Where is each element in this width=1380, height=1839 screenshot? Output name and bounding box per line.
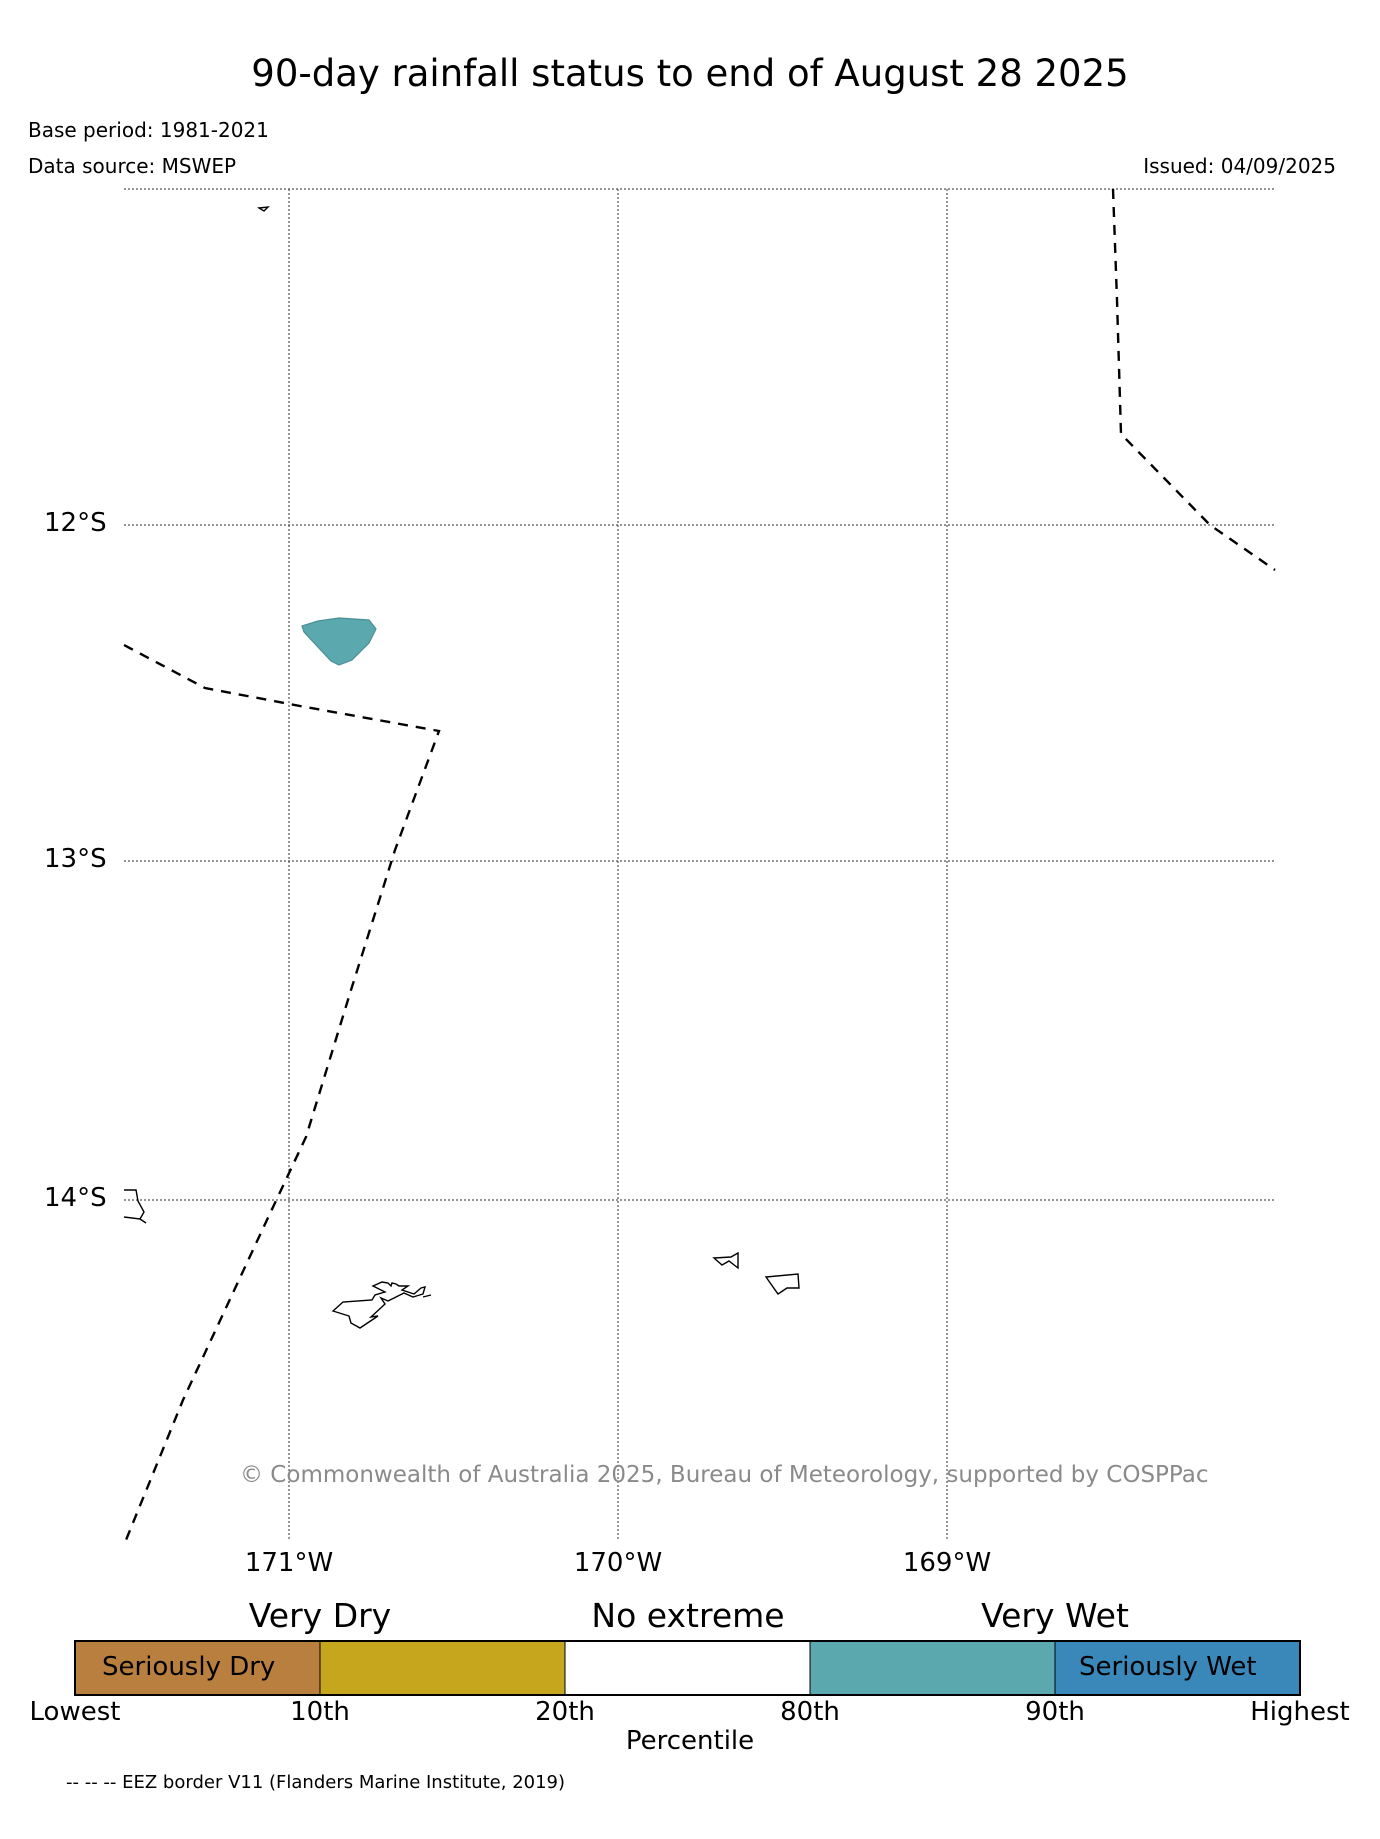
band-label-seriously-dry: Seriously Dry (102, 1652, 276, 1682)
tick-20th: 20th (535, 1697, 595, 1727)
island-north (256, 206, 270, 212)
band-no-extreme (565, 1641, 810, 1695)
issued-date: Issued: 04/09/2025 (1143, 154, 1336, 178)
percentile-axis-label: Percentile (625, 1726, 755, 1756)
colorbar-frame (74, 1640, 1301, 1696)
copyright-notice: © Commonwealth of Australia 2025, Bureau… (240, 1462, 1209, 1488)
lon-label-169w: 169°W (902, 1548, 992, 1578)
island-upolu (331, 1281, 427, 1329)
band-dividers (319, 1641, 1056, 1695)
band-seriously-wet (1055, 1641, 1300, 1695)
band-seriously-dry (75, 1641, 320, 1695)
lat-label-13s: 13°S (44, 844, 107, 874)
tick-10th: 10th (290, 1697, 350, 1727)
data-source: Data source: MSWEP (28, 154, 237, 178)
band-label-seriously-wet: Seriously Wet (1079, 1652, 1257, 1682)
tick-lowest: Lowest (29, 1697, 121, 1727)
very-wet-area (301, 617, 377, 666)
graticule (124, 188, 1275, 1540)
lon-label-170w: 170°W (573, 1548, 663, 1578)
island-tau (764, 1273, 800, 1295)
base-period: Base period: 1981-2021 (28, 118, 269, 142)
lat-label-14s: 14°S (44, 1183, 107, 1213)
lon-label-171w: 171°W (244, 1548, 334, 1578)
category-no-extreme: No extreme (591, 1596, 785, 1635)
band-very-dry (320, 1641, 565, 1695)
island-ofu-olosega (712, 1251, 739, 1270)
island-upolu-tip (422, 1294, 432, 1298)
eez-border-west (123, 643, 441, 1541)
island-west-edge-tip (139, 1218, 147, 1224)
islands (123, 206, 800, 1329)
map-title: 90-day rainfall status to end of August … (251, 52, 1129, 95)
category-very-dry: Very Dry (248, 1596, 392, 1635)
tick-highest: Highest (1250, 1697, 1350, 1727)
lat-label-12s: 12°S (44, 508, 107, 538)
eez-border (123, 188, 1276, 1541)
eez-border-east (1111, 188, 1276, 571)
category-very-wet: Very Wet (981, 1596, 1129, 1635)
tick-90th: 90th (1025, 1697, 1085, 1727)
eez-footnote: -- -- -- EEZ border V11 (Flanders Marine… (66, 1772, 566, 1793)
band-very-wet (810, 1641, 1055, 1695)
island-west-edge (123, 1189, 145, 1220)
tick-80th: 80th (780, 1697, 840, 1727)
